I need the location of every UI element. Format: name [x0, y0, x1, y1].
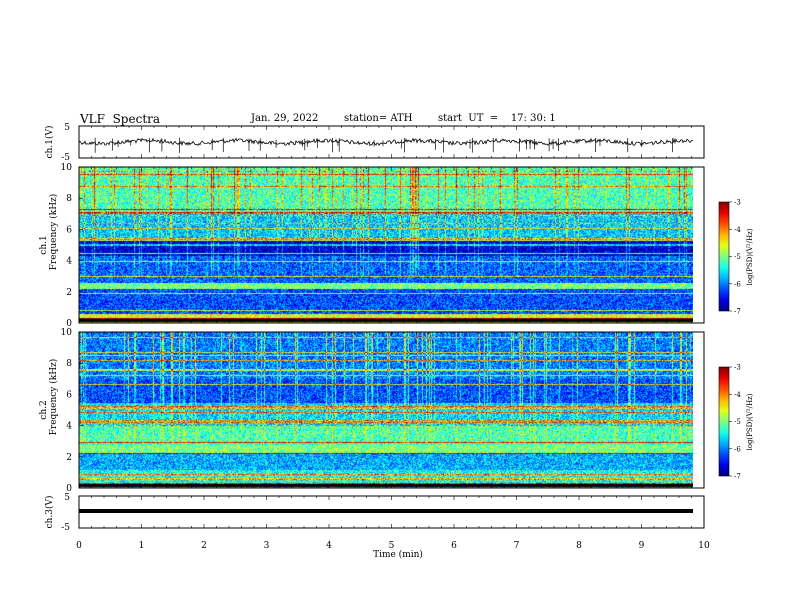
ch1-waveform-panel: 5 -5 ch.1(V)	[44, 123, 705, 163]
ch1-waveform-line	[78, 137, 694, 147]
ch2-spectrogram-panel: 0 2 4 6 8 10 ch.2 Frequency (kHz)	[39, 328, 705, 494]
ch1-spectrogram-ylabel-channel: ch.1	[39, 235, 49, 254]
chart-title: VLF Spectra	[80, 112, 161, 126]
time-tick-label: 7	[514, 541, 520, 551]
colorbar-tick-label: -6	[734, 445, 741, 453]
ch2-spectrogram-ylabel-channel: ch.2	[39, 400, 49, 419]
time-tick-label: 0	[76, 541, 82, 551]
ch3-waveform-line	[79, 509, 693, 513]
frequency-tick-label: 2	[66, 453, 72, 463]
time-tick-label: 8	[576, 541, 582, 551]
ch1-ytick-bottom: -5	[61, 153, 70, 163]
time-tick-label: 9	[639, 541, 645, 551]
ch2-spectrogram-ylabel-frequency: Frequency (kHz)	[48, 359, 59, 436]
ch1-colorbar-ticks: -3 -4 -5 -6 -7	[729, 199, 741, 316]
ch2-colorbar-gradient	[718, 366, 730, 477]
ch2-colorbar: -3 -4 -5 -6 -7 log(PSD)(V²/Hz)	[718, 364, 754, 481]
station-label: station= ATH	[344, 113, 413, 124]
frequency-tick-label: 4	[66, 257, 72, 267]
time-axis: 0 1 2 3 4 5 6 7 8 9 10	[76, 541, 710, 551]
ch3-ytick-top: 5	[64, 493, 70, 503]
frequency-tick-label: 8	[66, 359, 72, 369]
start-time-label: start UT = 17: 30: 1	[438, 113, 556, 124]
frequency-tick-label: 10	[61, 163, 73, 173]
frequency-tick-label: 2	[66, 288, 72, 298]
time-tick-label: 3	[264, 541, 270, 551]
time-tick-label: 5	[389, 541, 395, 551]
frequency-tick-label: 6	[66, 390, 72, 400]
ch3-waveform-panel: 5 -5 ch.3(V)	[44, 493, 705, 533]
ch1-spectrogram-yticks: 0 2 4 6 8 10	[61, 163, 83, 329]
frequency-tick-label: 6	[66, 225, 72, 235]
frequency-tick-label: 0	[66, 319, 72, 329]
colorbar-tick-label: -6	[734, 280, 741, 288]
ch2-spectrogram-image	[79, 332, 693, 488]
frequency-tick-label: 4	[66, 422, 72, 432]
frequency-tick-label: 8	[66, 194, 72, 204]
ch2-colorbar-ticks: -3 -4 -5 -6 -7	[729, 364, 741, 481]
ch1-colorbar: -3 -4 -5 -6 -7 log(PSD)(V²/Hz)	[718, 199, 754, 316]
colorbar-tick-label: -4	[734, 391, 741, 399]
ch3-waveform-ylabel: ch.3(V)	[44, 496, 55, 529]
ch1-waveform-spikes	[94, 137, 673, 153]
frequency-tick-label: 0	[66, 484, 72, 494]
date-label: Jan. 29, 2022	[251, 113, 319, 124]
ch1-colorbar-label: log(PSD)(V²/Hz)	[746, 228, 754, 285]
time-tick-label: 2	[201, 541, 207, 551]
time-tick-label: 6	[451, 541, 457, 551]
time-tick-label: 1	[139, 541, 145, 551]
time-axis-label: Time (min)	[373, 549, 423, 560]
colorbar-tick-label: -5	[734, 418, 741, 426]
colorbar-tick-label: -3	[734, 199, 741, 207]
ch1-waveform-ylabel: ch.1(V)	[44, 126, 55, 159]
ch2-colorbar-label: log(PSD)(V²/Hz)	[746, 393, 754, 450]
colorbar-tick-label: -4	[734, 226, 741, 234]
colorbar-tick-label: -7	[734, 308, 741, 316]
ch1-spectrogram-image	[79, 167, 693, 323]
time-tick-label: 10	[698, 541, 710, 551]
ch1-spectrogram-ylabel-frequency: Frequency (kHz)	[48, 194, 59, 271]
time-tick-label: 4	[326, 541, 332, 551]
colorbar-tick-label: -5	[734, 253, 741, 261]
colorbar-tick-label: -3	[734, 364, 741, 372]
colorbar-tick-label: -7	[734, 473, 741, 481]
ch1-spectrogram-panel: 0 2 4 6 8 10 ch.1 Frequency (kHz)	[39, 163, 705, 329]
frequency-tick-label: 10	[61, 328, 73, 338]
ch1-colorbar-gradient	[718, 201, 730, 312]
ch2-spectrogram-yticks: 0 2 4 6 8 10	[61, 328, 83, 494]
ch1-ytick-top: 5	[64, 123, 70, 133]
ch3-ytick-bottom: -5	[61, 523, 70, 533]
frame-minor-ticks	[78, 126, 705, 528]
